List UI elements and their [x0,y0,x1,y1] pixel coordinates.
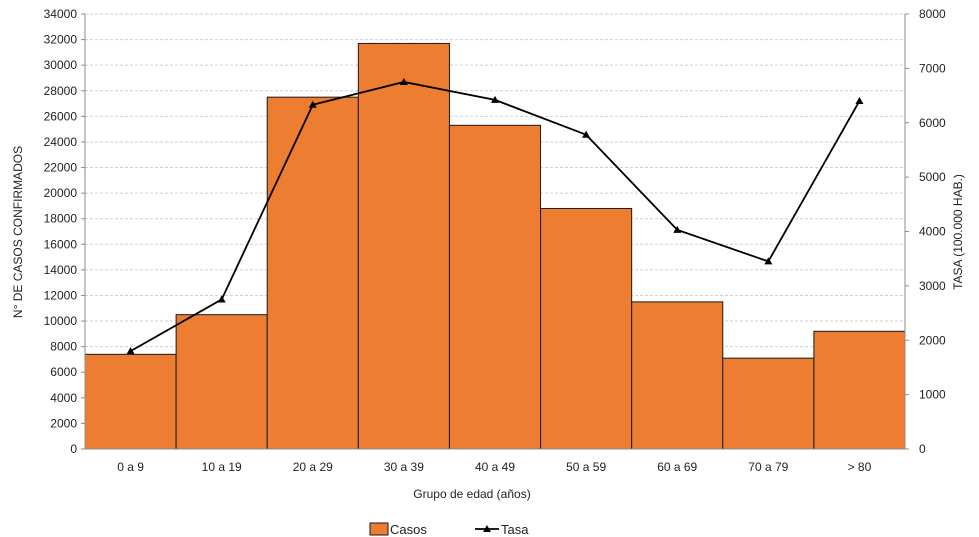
right-tick-label: 8000 [919,7,946,21]
x-tick-label: 70 a 79 [748,460,788,474]
tasa-point [126,347,135,355]
x-tick-label: 50 a 59 [566,460,606,474]
left-tick-label: 26000 [44,109,78,123]
left-tick-label: 24000 [44,135,78,149]
right-tick-label: 7000 [919,61,946,75]
left-tick-label: 14000 [44,263,78,277]
bar-casos [357,42,450,450]
tasa-point [217,295,226,303]
bar-casos [84,353,177,450]
x-tick-label: 60 a 69 [657,460,697,474]
legend-marker-tasa [483,525,491,532]
right-tick-label: 5000 [919,170,946,184]
right-tick-label: 4000 [919,225,946,239]
tasa-point [491,95,499,103]
left-tick-label: 0 [70,442,77,456]
x-axis-title: Grupo de edad (años) [413,487,530,501]
right-tick-label: 3000 [919,279,946,293]
line-tasa [126,77,864,355]
tasa-point [399,77,408,85]
tasa-point [764,257,773,265]
x-tick-label: 30 a 39 [384,460,424,474]
left-tick-label: 34000 [44,7,78,21]
right-tick-label: 0 [919,442,926,456]
x-tick-label: 20 a 29 [293,460,333,474]
x-tick-label: 0 a 9 [117,460,144,474]
y-axis-title: N° DE CASOS CONFIRMADOS [11,146,25,318]
bar-casos [722,357,815,450]
left-tick-label: 4000 [50,391,77,405]
bar-casos [448,124,542,450]
left-tick-label: 16000 [44,237,78,251]
legend-swatch-casos [369,522,389,536]
bar-casos [631,301,724,450]
left-tick-label: 10000 [44,314,78,328]
left-axis-tick-labels: 0 2000 4000 6000 8000 10000 12000 14000 16000 180… [44,7,78,456]
tasa-point [308,100,317,108]
bar-casos [266,96,359,450]
bars-casos [84,42,906,450]
tasa-point [582,130,591,138]
right-axis-tick-labels: 0 1000 2000 3000 4000 5000 6000 7000 8000 [919,7,946,456]
bar-casos [540,207,633,450]
x-tick-label: > 80 [848,460,872,474]
legend-label-tasa: Tasa [501,522,529,537]
right-tick-label: 1000 [919,388,946,402]
right-tick-label: 6000 [919,116,946,130]
right-tick-label: 2000 [919,333,946,347]
left-tick-label: 20000 [44,186,78,200]
x-tick-label: 10 a 19 [202,460,242,474]
bar-casos [175,314,268,450]
y2-axis-title: TASA (100.000 HAB.) [951,174,965,290]
left-tick-label: 12000 [44,288,78,302]
tasa-point [855,97,864,104]
x-tick-label: 40 a 49 [475,460,515,474]
x-axis-tick-labels: 0 a 9 10 a 19 20 a 29 30 a 39 40 a 49 50 a 59… [117,460,871,474]
left-tick-label: 32000 [44,33,78,47]
legend-label-casos: Casos [390,522,427,537]
left-tick-label: 28000 [44,84,78,98]
bar-casos [813,330,906,450]
left-tick-label: 22000 [44,161,78,175]
left-tick-label: 2000 [50,416,77,430]
tasa-point [673,225,682,233]
left-tick-label: 6000 [50,365,77,379]
legend: Casos Tasa [369,522,529,537]
left-tick-label: 30000 [44,58,78,72]
left-tick-label: 8000 [50,340,77,354]
axes [81,13,909,450]
left-tick-label: 18000 [44,212,78,226]
